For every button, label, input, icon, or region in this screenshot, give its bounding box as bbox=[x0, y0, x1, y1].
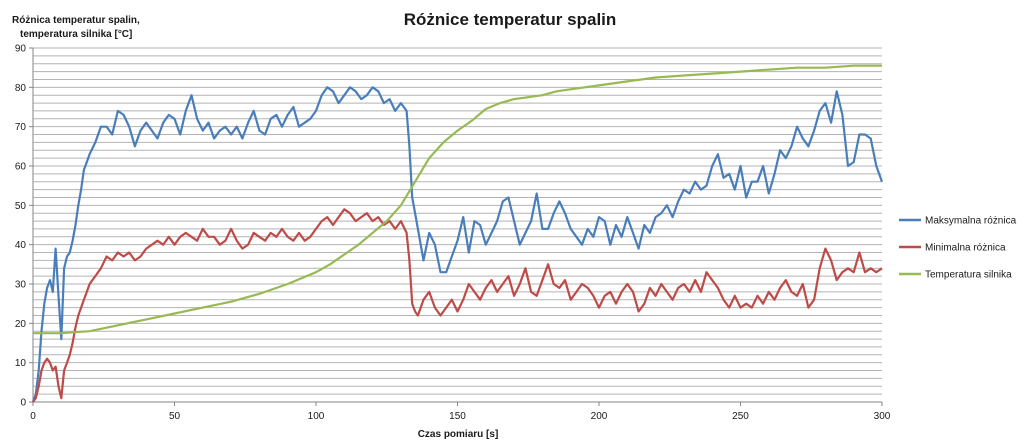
legend: Maksymalna różnica Minimalna różnica Tempe… bbox=[899, 216, 1017, 281]
x-tick-label-100: 100 bbox=[308, 411, 325, 422]
y-tick-label-20: 20 bbox=[15, 319, 27, 330]
x-tick-labels: 0 50 100 150 200 250 300 bbox=[30, 402, 891, 422]
y-tick-label-10: 10 bbox=[15, 358, 27, 369]
legend-label-1: Maksymalna różnica bbox=[925, 216, 1017, 227]
x-tick-label-0: 0 bbox=[30, 411, 36, 422]
y-tick-label-80: 80 bbox=[15, 83, 27, 94]
x-tick-label-300: 300 bbox=[874, 411, 891, 422]
x-tick-label-250: 250 bbox=[732, 411, 749, 422]
y-tick-label-30: 30 bbox=[15, 280, 27, 291]
y-tick-label-50: 50 bbox=[15, 201, 27, 212]
axes bbox=[32, 48, 882, 403]
legend-label-2: Minimalna różnica bbox=[925, 243, 1006, 254]
x-tick-label-150: 150 bbox=[449, 411, 466, 422]
series-line-3 bbox=[33, 64, 882, 335]
x-tick-label-50: 50 bbox=[169, 411, 181, 422]
series-line-1 bbox=[31, 86, 884, 403]
y-tick-label-60: 60 bbox=[15, 162, 27, 173]
y-tick-label-70: 70 bbox=[15, 122, 27, 133]
x-tick-label-200: 200 bbox=[591, 411, 608, 422]
y-tick-label-0: 0 bbox=[20, 398, 26, 409]
legend-label-3: Temperatura silnika bbox=[925, 270, 1012, 281]
y-tick-labels: 0 10 20 30 40 50 60 70 80 90 bbox=[15, 44, 33, 409]
y-tick-label-40: 40 bbox=[15, 240, 27, 251]
x-axis-label: Czas pomiaru [s] bbox=[418, 429, 499, 440]
gridlines bbox=[33, 47, 882, 403]
y-axis-label-line-1: Różnica temperatur spalin, bbox=[12, 15, 140, 26]
series-line-2 bbox=[32, 208, 883, 403]
series-lines bbox=[31, 64, 884, 403]
y-axis-label-line-2: temperatura silnika [°C] bbox=[20, 29, 132, 40]
chart-title: Różnice temperatur spalin bbox=[404, 10, 617, 29]
y-tick-label-90: 90 bbox=[15, 44, 27, 55]
